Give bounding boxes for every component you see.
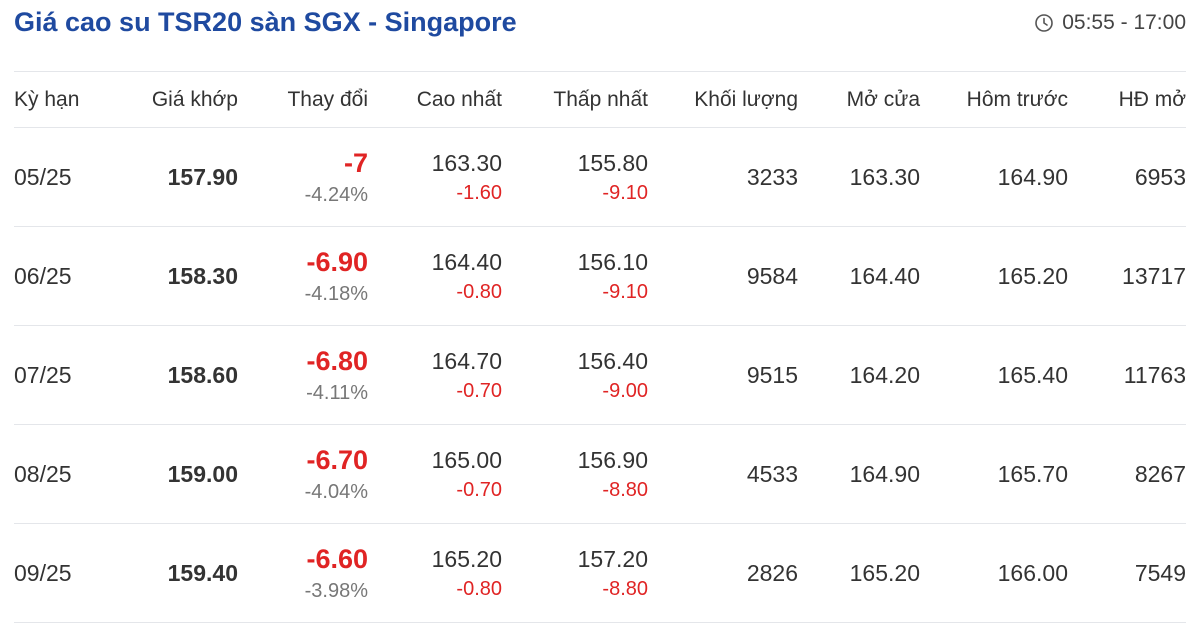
- low-cell: 156.40 -9.00: [502, 325, 648, 425]
- low-cell: 156.90 -8.80: [502, 424, 648, 524]
- change-percent: -4.04%: [304, 480, 368, 503]
- volume-cell: 2826: [648, 523, 798, 623]
- term-cell: 09/25: [14, 523, 104, 623]
- open-cell: 163.30: [798, 127, 920, 227]
- high-value: 165.00: [431, 446, 502, 473]
- oi-cell: 6953: [1068, 127, 1186, 227]
- page-header: Giá cao su TSR20 sàn SGX - Singapore 05:…: [14, 4, 1186, 44]
- prev-cell: 164.90: [920, 127, 1068, 227]
- change-percent: -4.11%: [306, 381, 368, 404]
- change-percent: -4.18%: [304, 282, 368, 305]
- table-row[interactable]: 09/25 159.40 -6.60 -3.98% 165.20 -0.80 1…: [14, 523, 1186, 623]
- term-cell: 06/25: [14, 226, 104, 326]
- volume-cell: 4533: [648, 424, 798, 524]
- change-value: -7: [343, 147, 368, 178]
- low-diff: -8.80: [602, 577, 648, 600]
- low-cell: 157.20 -8.80: [502, 523, 648, 623]
- change-cell: -7 -4.24%: [238, 127, 368, 227]
- high-cell: 165.00 -0.70: [368, 424, 502, 524]
- open-cell: 164.40: [798, 226, 920, 326]
- low-value: 156.10: [577, 248, 648, 275]
- table-row[interactable]: 06/25 158.30 -6.90 -4.18% 164.40 -0.80 1…: [14, 226, 1186, 326]
- low-diff: -9.10: [602, 181, 648, 204]
- change-value: -6.70: [306, 444, 368, 475]
- change-value: -6.60: [306, 543, 368, 574]
- prev-cell: 165.40: [920, 325, 1068, 425]
- oi-cell: 13717: [1068, 226, 1186, 326]
- open-cell: 165.20: [798, 523, 920, 623]
- term-cell: 05/25: [14, 127, 104, 227]
- prev-cell: 165.70: [920, 424, 1068, 524]
- high-value: 164.40: [431, 248, 502, 275]
- high-diff: -0.80: [456, 577, 502, 600]
- col-header-high[interactable]: Cao nhất: [368, 71, 502, 128]
- table-row[interactable]: 05/25 157.90 -7 -4.24% 163.30 -1.60 155.…: [14, 127, 1186, 227]
- low-value: 156.90: [577, 446, 648, 473]
- table-row[interactable]: 08/25 159.00 -6.70 -4.04% 165.00 -0.70 1…: [14, 424, 1186, 524]
- high-cell: 164.70 -0.70: [368, 325, 502, 425]
- clock-icon: [1034, 13, 1054, 33]
- prev-cell: 166.00: [920, 523, 1068, 623]
- col-header-price[interactable]: Giá khớp: [104, 71, 238, 128]
- price-cell: 159.00: [104, 424, 238, 524]
- low-diff: -9.00: [602, 379, 648, 402]
- change-percent: -4.24%: [304, 183, 368, 206]
- oi-cell: 8267: [1068, 424, 1186, 524]
- col-header-prev[interactable]: Hôm trước: [920, 71, 1068, 128]
- price-cell: 158.30: [104, 226, 238, 326]
- col-header-volume[interactable]: Khối lượng: [648, 71, 798, 128]
- high-diff: -0.70: [456, 478, 502, 501]
- high-diff: -1.60: [456, 181, 502, 204]
- volume-cell: 3233: [648, 127, 798, 227]
- high-value: 164.70: [431, 347, 502, 374]
- term-cell: 08/25: [14, 424, 104, 524]
- high-diff: -0.80: [456, 280, 502, 303]
- change-value: -6.80: [306, 345, 368, 376]
- col-header-oi[interactable]: HĐ mở: [1068, 71, 1186, 128]
- volume-cell: 9584: [648, 226, 798, 326]
- prev-cell: 165.20: [920, 226, 1068, 326]
- high-value: 165.20: [431, 545, 502, 572]
- high-cell: 164.40 -0.80: [368, 226, 502, 326]
- open-cell: 164.90: [798, 424, 920, 524]
- change-cell: -6.90 -4.18%: [238, 226, 368, 326]
- col-header-change[interactable]: Thay đổi: [238, 71, 368, 128]
- quotes-table: Kỳ hạn Giá khớp Thay đổi Cao nhất Thấp n…: [14, 71, 1186, 623]
- low-diff: -8.80: [602, 478, 648, 501]
- high-cell: 163.30 -1.60: [368, 127, 502, 227]
- oi-cell: 7549: [1068, 523, 1186, 623]
- low-cell: 155.80 -9.10: [502, 127, 648, 227]
- price-cell: 159.40: [104, 523, 238, 623]
- volume-cell: 9515: [648, 325, 798, 425]
- high-cell: 165.20 -0.80: [368, 523, 502, 623]
- high-diff: -0.70: [456, 379, 502, 402]
- col-header-low[interactable]: Thấp nhất: [502, 71, 648, 128]
- term-cell: 07/25: [14, 325, 104, 425]
- open-cell: 164.20: [798, 325, 920, 425]
- low-value: 156.40: [577, 347, 648, 374]
- low-value: 157.20: [577, 545, 648, 572]
- change-percent: -3.98%: [304, 579, 368, 602]
- trading-hours-text: 05:55 - 17:00: [1062, 11, 1186, 34]
- change-cell: -6.60 -3.98%: [238, 523, 368, 623]
- price-cell: 158.60: [104, 325, 238, 425]
- low-cell: 156.10 -9.10: [502, 226, 648, 326]
- low-value: 155.80: [577, 149, 648, 176]
- high-value: 163.30: [431, 149, 502, 176]
- change-cell: -6.80 -4.11%: [238, 325, 368, 425]
- change-value: -6.90: [306, 246, 368, 277]
- change-cell: -6.70 -4.04%: [238, 424, 368, 524]
- col-header-open[interactable]: Mở cửa: [798, 71, 920, 128]
- table-row[interactable]: 07/25 158.60 -6.80 -4.11% 164.70 -0.70 1…: [14, 325, 1186, 425]
- price-cell: 157.90: [104, 127, 238, 227]
- low-diff: -9.10: [602, 280, 648, 303]
- table-header-row: Kỳ hạn Giá khớp Thay đổi Cao nhất Thấp n…: [14, 71, 1186, 128]
- page-title: Giá cao su TSR20 sàn SGX - Singapore: [14, 7, 517, 37]
- col-header-term[interactable]: Kỳ hạn: [14, 71, 104, 128]
- trading-hours: 05:55 - 17:00: [1034, 10, 1186, 36]
- oi-cell: 11763: [1068, 325, 1186, 425]
